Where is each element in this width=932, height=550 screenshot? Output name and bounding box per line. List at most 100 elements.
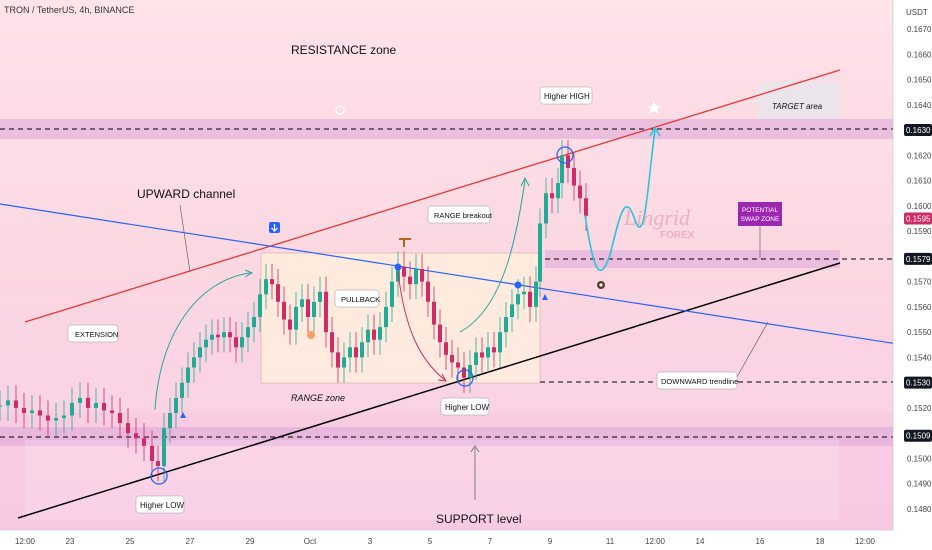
time-tick: 3 xyxy=(368,537,373,546)
candle-body xyxy=(504,317,508,333)
resistance-zone-label: RESISTANCE zone xyxy=(291,43,396,57)
price-axis[interactable]: USDT 0.1670 0.1660 0.1650 0.1640 0.1630 0.162… xyxy=(892,0,932,550)
candle-body xyxy=(306,299,310,317)
candle-body xyxy=(46,415,50,421)
candles-group xyxy=(0,140,588,482)
candle-body xyxy=(420,269,424,282)
candle-body xyxy=(94,402,98,408)
candle-body xyxy=(258,294,262,317)
price-tick: 0.1670 xyxy=(907,25,932,34)
extension-arrowhead xyxy=(244,269,254,278)
brand-sub: FOREX xyxy=(660,230,695,241)
candle-body xyxy=(566,155,570,168)
arrows xyxy=(154,126,769,500)
candle-body xyxy=(354,347,358,358)
annotations: RESISTANCE zone UPWARD channel EXTENSION… xyxy=(67,43,823,526)
higher-low-1-circle xyxy=(150,467,168,485)
breakout-arrow xyxy=(459,179,526,333)
candle-body xyxy=(414,269,418,285)
price-tick: 0.1520 xyxy=(907,404,932,413)
target-area-box xyxy=(758,82,841,119)
candle-body xyxy=(110,410,114,413)
candle-body xyxy=(222,332,226,338)
time-tick: 12:00 xyxy=(645,537,666,546)
support-zone xyxy=(0,427,893,446)
candle-body xyxy=(86,397,90,408)
support-pointer-head xyxy=(470,445,480,453)
candle-body xyxy=(22,407,26,413)
price-tick: 0.1550 xyxy=(907,328,932,337)
candle-body xyxy=(426,281,430,302)
candle-body xyxy=(0,405,2,407)
candle-body xyxy=(174,397,178,413)
time-tick: 11 xyxy=(606,537,615,546)
higher-high-circle xyxy=(556,146,574,164)
candle-body xyxy=(462,367,466,378)
pullback-label: PULLBACK xyxy=(341,295,380,304)
candle-body xyxy=(492,347,496,353)
candle-body xyxy=(54,418,58,421)
swap-zone-label: SWAP ZONE xyxy=(741,216,780,223)
price-tag: 0.1579 xyxy=(906,255,931,264)
candle-body xyxy=(168,413,172,429)
candle-body xyxy=(192,357,196,368)
price-tag: 0.1509 xyxy=(906,432,931,441)
candle-body xyxy=(480,352,484,358)
time-axis[interactable]: 12:00 23 25 27 29 Oct 3 5 7 9 11 12:00 14 16 18 12:00 xyxy=(0,529,932,550)
candle-body xyxy=(142,438,146,446)
zones xyxy=(0,82,893,520)
potential-label: POTENTIAL xyxy=(742,207,779,214)
candle-body xyxy=(390,281,394,307)
hammer-icon xyxy=(399,238,411,247)
price-tag: 0.1530 xyxy=(906,379,931,388)
candle-body xyxy=(336,352,340,368)
symbol-header: TRON / TetherUS, 4h, BINANCE xyxy=(4,5,135,15)
candle-body xyxy=(510,304,514,317)
higher-high-label: Higher HIGH xyxy=(544,92,590,101)
candle-body xyxy=(288,319,292,330)
candle-body xyxy=(474,352,478,365)
time-tick: 18 xyxy=(816,537,825,546)
candle-body xyxy=(62,415,66,419)
candle-body xyxy=(584,198,588,216)
extension-arrow xyxy=(154,272,251,411)
channel-top-line xyxy=(24,69,841,323)
candle-body xyxy=(210,334,214,340)
time-tick: 12:00 xyxy=(15,537,36,546)
candle-body xyxy=(450,354,454,363)
candle-body xyxy=(30,410,34,413)
price-tick: 0.1480 xyxy=(907,505,932,514)
candle-body xyxy=(572,167,576,186)
price-tick: 0.1620 xyxy=(907,151,932,160)
time-tick: 16 xyxy=(756,537,765,546)
candle-body xyxy=(444,342,448,355)
candle-body xyxy=(544,193,548,224)
time-tick: 5 xyxy=(428,537,433,546)
price-tick: 0.1610 xyxy=(907,177,932,186)
higher-low-1-label: Higher LOW xyxy=(140,501,184,510)
range-zone-box xyxy=(261,253,540,383)
candle-body xyxy=(378,327,382,340)
candle-body xyxy=(578,185,582,199)
pivot-markers xyxy=(150,101,661,485)
range-zone-outline xyxy=(260,252,541,384)
pullback-arrow xyxy=(397,271,446,381)
channel-bottom-line xyxy=(17,262,841,519)
candle-body xyxy=(348,347,352,358)
trendlines[interactable] xyxy=(0,69,905,519)
upward-channel-label: UPWARD channel xyxy=(137,187,235,201)
candle-body xyxy=(550,193,554,199)
price-tag-bg xyxy=(904,212,932,225)
time-tick: 23 xyxy=(66,537,75,546)
eye-icon-pupil xyxy=(599,283,603,287)
price-tick: 0.1500 xyxy=(907,454,932,463)
snail-icon xyxy=(307,331,315,339)
range-top-dot-1 xyxy=(394,263,402,271)
pullback-arrowhead xyxy=(437,373,447,382)
candle-body xyxy=(456,362,460,368)
candle-body xyxy=(324,291,328,333)
candle-body xyxy=(252,317,256,328)
alarm-icon xyxy=(335,105,345,115)
candle-body xyxy=(372,329,376,340)
